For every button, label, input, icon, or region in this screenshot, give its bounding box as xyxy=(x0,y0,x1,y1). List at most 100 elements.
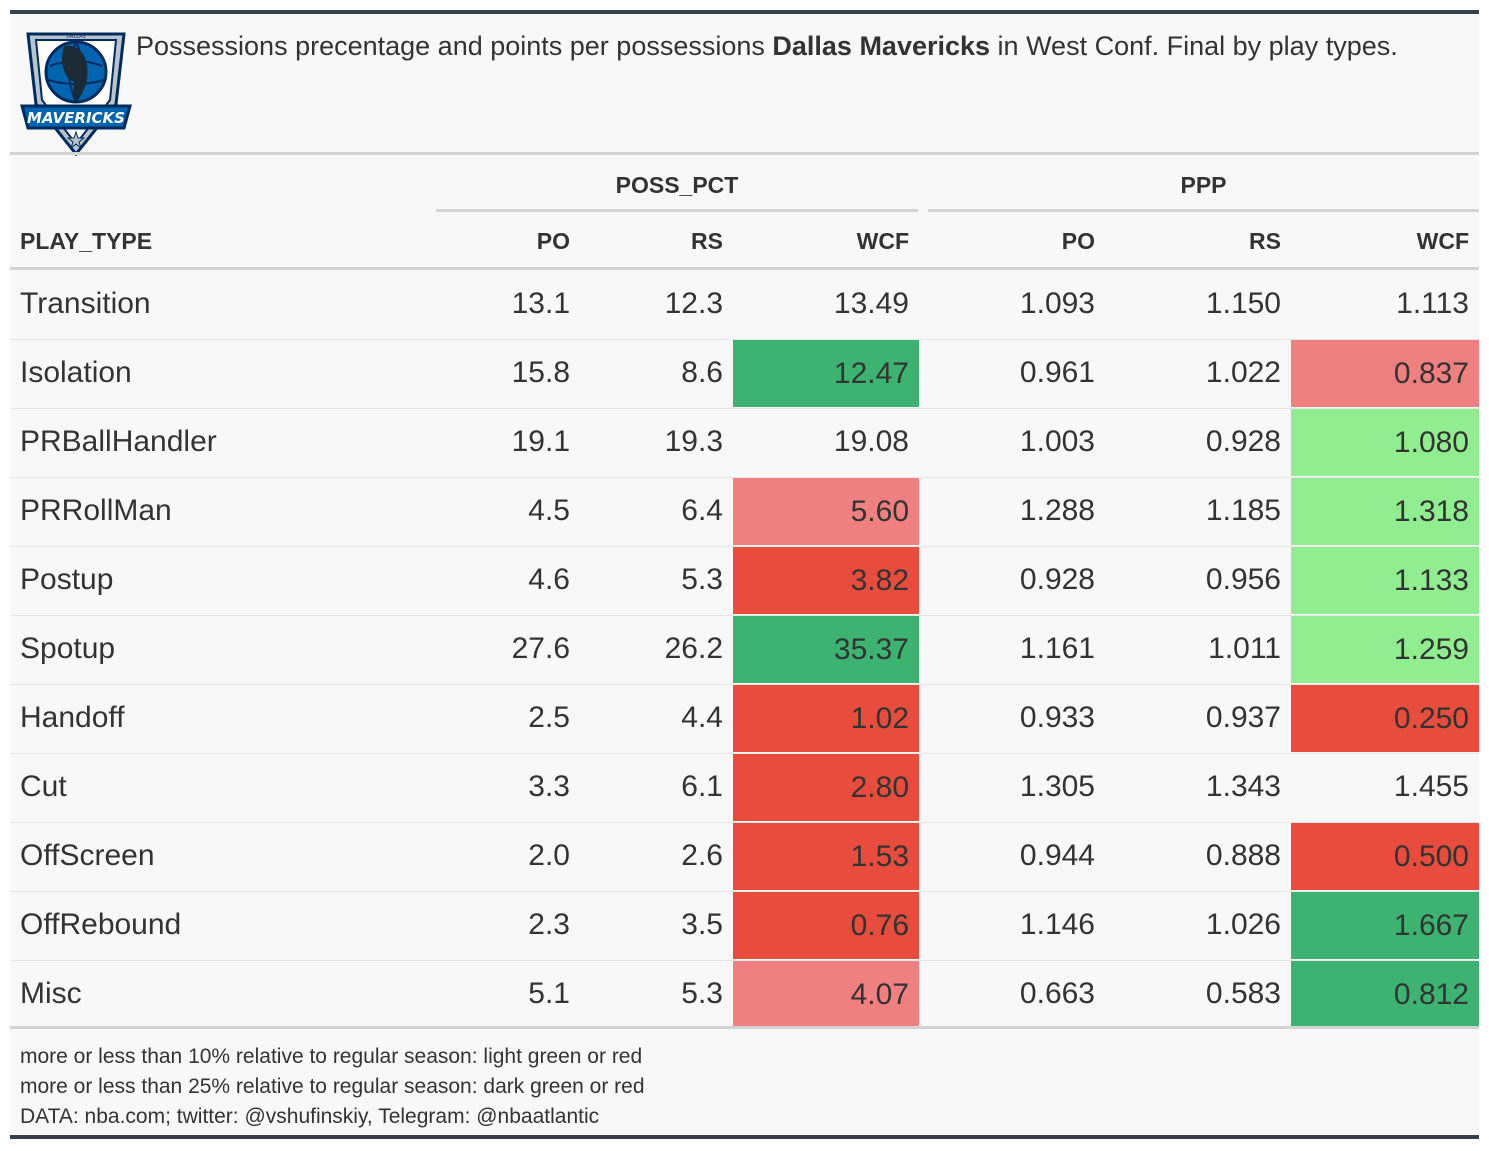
table-header: MAVERICKS DALLAS Possessions precentage … xyxy=(10,14,1479,156)
cell-ppp-po: 0.961 xyxy=(1019,356,1095,389)
cell-ppp-wcf: 1.113 xyxy=(1396,287,1469,320)
spanner-poss-pct-rule xyxy=(436,209,918,212)
cell-ppp-rs: 1.150 xyxy=(1205,287,1281,320)
cell-play-type: Postup xyxy=(20,563,114,596)
cell-ppp-po: 1.161 xyxy=(1019,632,1095,665)
cell-poss-po: 15.8 xyxy=(511,356,570,389)
cell-ppp-po: 0.663 xyxy=(1019,977,1095,1010)
header-bottom-rule xyxy=(10,267,1479,270)
table-title: Possessions precentage and points per po… xyxy=(136,26,1398,66)
cell-poss-wcf: 2.80 xyxy=(733,754,919,821)
column-header-play-type: PLAY_TYPE xyxy=(20,228,153,254)
cell-ppp-rs: 0.888 xyxy=(1205,839,1281,872)
row-separator xyxy=(10,684,1479,685)
cell-poss-wcf: 1.53 xyxy=(733,823,919,890)
table-row: PRRollMan 4.5 6.4 5.60 1.288 1.185 1.318 xyxy=(10,477,1479,546)
cell-play-type: Spotup xyxy=(20,632,116,665)
cell-poss-po: 2.5 xyxy=(528,701,570,734)
cell-poss-po: 4.6 xyxy=(528,563,570,596)
table-row: OffRebound 2.3 3.5 0.76 1.146 1.026 1.667 xyxy=(10,891,1479,960)
table-frame: MAVERICKS DALLAS Possessions precentage … xyxy=(10,10,1479,1139)
cell-ppp-po: 1.305 xyxy=(1019,770,1095,803)
cell-ppp-rs: 1.185 xyxy=(1205,494,1281,527)
cell-ppp-wcf: 0.837 xyxy=(1291,340,1479,407)
cell-ppp-rs: 0.928 xyxy=(1205,425,1281,458)
cell-poss-rs: 8.6 xyxy=(681,356,723,389)
cell-ppp-po: 0.928 xyxy=(1019,563,1095,596)
cell-poss-rs: 19.3 xyxy=(664,425,723,458)
column-header-poss-rs: RS xyxy=(691,228,723,254)
cell-ppp-po: 1.146 xyxy=(1019,908,1095,941)
cell-poss-po: 27.6 xyxy=(511,632,570,665)
cell-poss-wcf: 35.37 xyxy=(733,616,919,683)
cell-play-type: Misc xyxy=(20,977,82,1010)
title-prefix: Possessions precentage and points per po… xyxy=(136,31,773,61)
table-row: PRBallHandler 19.1 19.3 19.08 1.003 0.928 1.08… xyxy=(10,408,1479,477)
cell-poss-wcf: 19.08 xyxy=(833,425,909,458)
cell-play-type: PRRollMan xyxy=(20,494,172,527)
cell-poss-rs: 3.5 xyxy=(681,908,723,941)
cell-poss-rs: 6.4 xyxy=(681,494,723,527)
cell-poss-po: 2.0 xyxy=(528,839,570,872)
cell-play-type: Isolation xyxy=(20,356,132,389)
row-separator xyxy=(10,822,1479,823)
cell-ppp-wcf: 1.455 xyxy=(1393,770,1469,803)
cell-ppp-po: 1.093 xyxy=(1019,287,1095,320)
cell-ppp-rs: 1.011 xyxy=(1208,632,1281,665)
table-row: Handoff 2.5 4.4 1.02 0.933 0.937 0.250 xyxy=(10,684,1479,753)
cell-poss-rs: 5.3 xyxy=(681,563,723,596)
row-separator xyxy=(10,960,1479,961)
cell-ppp-po: 0.944 xyxy=(1019,839,1095,872)
cell-poss-rs: 5.3 xyxy=(681,977,723,1010)
cell-ppp-rs: 0.583 xyxy=(1205,977,1281,1010)
cell-poss-wcf: 3.82 xyxy=(733,547,919,614)
cell-poss-rs: 26.2 xyxy=(664,632,723,665)
table-row: Postup 4.6 5.3 3.82 0.928 0.956 1.133 xyxy=(10,546,1479,615)
cell-ppp-wcf: 1.080 xyxy=(1291,409,1479,476)
cell-ppp-rs: 0.937 xyxy=(1205,701,1281,734)
cell-poss-rs: 2.6 xyxy=(681,839,723,872)
footnote-light: more or less than 10% relative to regula… xyxy=(20,1045,643,1068)
cell-ppp-wcf: 1.667 xyxy=(1291,892,1479,959)
cell-poss-po: 2.3 xyxy=(528,908,570,941)
cell-poss-rs: 6.1 xyxy=(681,770,723,803)
footnote-dark: more or less than 25% relative to regula… xyxy=(20,1075,645,1098)
table-row: Spotup 27.6 26.2 35.37 1.161 1.011 1.259 xyxy=(10,615,1479,684)
column-header-poss-wcf: WCF xyxy=(856,228,909,254)
table-row: OffScreen 2.0 2.6 1.53 0.944 0.888 0.500 xyxy=(10,822,1479,891)
logo-text: MAVERICKS xyxy=(27,109,125,127)
header-top-rule xyxy=(10,152,1479,155)
cell-poss-po: 13.1 xyxy=(511,287,570,320)
cell-poss-po: 19.1 xyxy=(511,425,570,458)
column-header-ppp-rs: RS xyxy=(1249,228,1281,254)
table-row: Isolation 15.8 8.6 12.47 0.961 1.022 0.837 xyxy=(10,339,1479,408)
spanner-poss-pct: POSS_PCT xyxy=(615,172,739,198)
cell-ppp-rs: 1.343 xyxy=(1205,770,1281,803)
cell-poss-wcf: 1.02 xyxy=(733,685,919,752)
row-separator xyxy=(10,408,1479,409)
row-separator xyxy=(10,615,1479,616)
title-suffix: in West Conf. Final by play types. xyxy=(990,31,1398,61)
cell-poss-rs: 4.4 xyxy=(681,701,723,734)
cell-ppp-po: 0.933 xyxy=(1019,701,1095,734)
cell-play-type: Handoff xyxy=(20,701,125,734)
cell-play-type: PRBallHandler xyxy=(20,425,217,458)
cell-poss-wcf: 5.60 xyxy=(733,478,919,545)
cell-play-type: OffScreen xyxy=(20,839,155,872)
cell-play-type: Transition xyxy=(20,287,151,320)
cell-poss-rs: 12.3 xyxy=(664,287,723,320)
table-row: Cut 3.3 6.1 2.80 1.305 1.343 1.455 xyxy=(10,753,1479,822)
cell-poss-wcf: 0.76 xyxy=(733,892,919,959)
cell-ppp-wcf: 0.812 xyxy=(1291,961,1479,1028)
cell-poss-wcf: 13.49 xyxy=(833,287,909,320)
column-header-ppp-po: PO xyxy=(1061,228,1095,254)
footnotes: more or less than 10% relative to regula… xyxy=(20,1042,645,1132)
table-row: Misc 5.1 5.3 4.07 0.663 0.583 0.812 xyxy=(10,960,1479,1029)
cell-ppp-po: 1.003 xyxy=(1019,425,1095,458)
cell-play-type: OffRebound xyxy=(20,908,182,941)
column-header-poss-po: PO xyxy=(536,228,570,254)
spanner-ppp: PPP xyxy=(1180,172,1227,198)
logo-top-text: DALLAS xyxy=(66,34,85,40)
footnote-source: DATA: nba.com; twitter: @vshufinskiy, Te… xyxy=(20,1105,600,1128)
cell-ppp-wcf: 0.500 xyxy=(1291,823,1479,890)
